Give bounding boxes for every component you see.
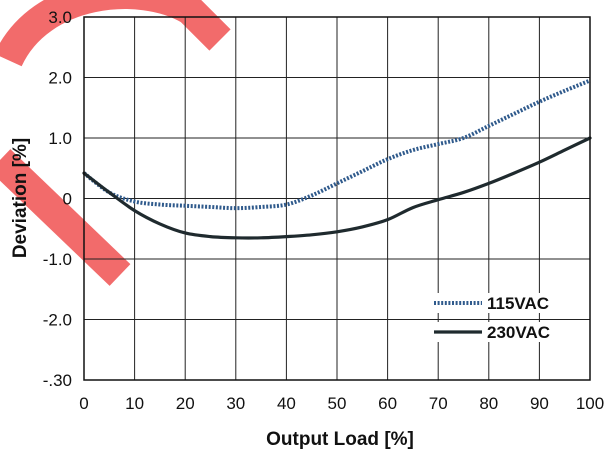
legend-row-background [421, 322, 587, 342]
y-tick-label: -1.0 [43, 250, 72, 269]
x-tick-label: 40 [277, 394, 296, 413]
watermark-r-stroke [0, 0, 231, 67]
x-tick-label: 90 [530, 394, 549, 413]
legend: 115VAC 230VAC [421, 293, 587, 342]
plot-frame [83, 16, 591, 381]
y-tick-label: 3.0 [48, 8, 72, 27]
y-tick-label: -.30 [43, 371, 72, 390]
watermark-r-diagonal [0, 149, 131, 286]
y-tick-label: 0 [63, 190, 72, 209]
series-line-115vac [82, 78, 591, 211]
legend-label-230vac: 230VAC [487, 323, 550, 342]
x-tick-label: 0 [79, 394, 88, 413]
series-line-230vac [82, 136, 592, 240]
x-tick-label: 50 [328, 394, 347, 413]
watermark-r-logo [0, 0, 231, 286]
legend-row-background [421, 293, 587, 313]
x-tick-label: 100 [576, 394, 604, 413]
x-tick-label: 10 [125, 394, 144, 413]
x-tick-label: 80 [479, 394, 498, 413]
x-tick-label: 70 [429, 394, 448, 413]
y-tick-label: -2.0 [43, 311, 72, 330]
x-tick-label: 20 [176, 394, 195, 413]
series-layer [82, 78, 592, 240]
y-tick-labels: 3.0 2.0 1.0 0 -1.0 -2.0 -.30 [43, 8, 72, 390]
y-tick-label: 1.0 [48, 129, 72, 148]
x-axis-label: Output Load [%] [266, 429, 414, 450]
x-tick-label: 30 [226, 394, 245, 413]
y-axis-label: Deviation [%] [10, 138, 31, 258]
x-tick-labels: 0 10 20 30 40 50 60 70 80 90 100 [79, 394, 604, 413]
y-tick-label: 2.0 [48, 69, 72, 88]
x-tick-label: 60 [378, 394, 397, 413]
legend-label-115vac: 115VAC [487, 294, 549, 313]
